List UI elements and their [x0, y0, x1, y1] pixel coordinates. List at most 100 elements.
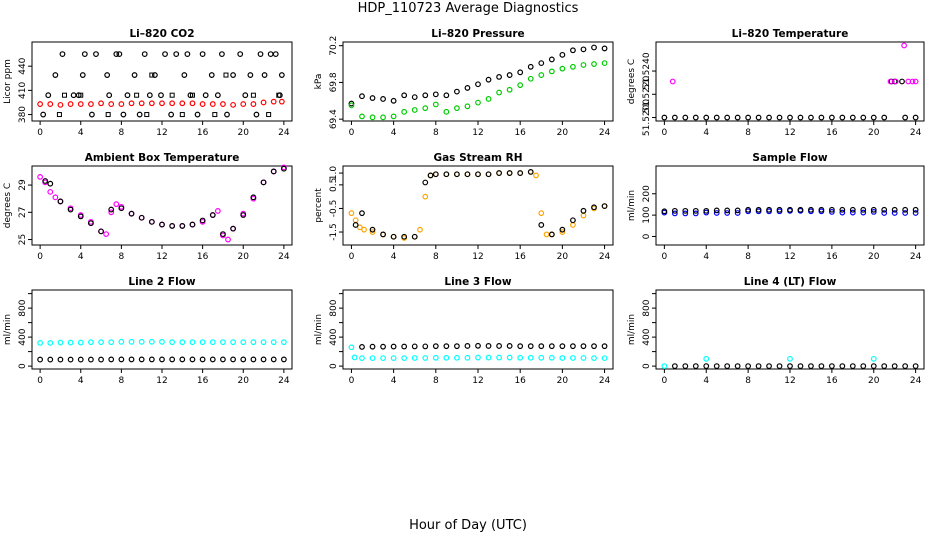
x-tick-label: 12	[784, 128, 795, 138]
data-point	[209, 356, 216, 363]
x-tick-label: 8	[433, 128, 439, 138]
plot-frame	[655, 165, 925, 246]
x-tick-label: 4	[391, 376, 397, 386]
data-point	[682, 207, 689, 214]
data-point	[52, 194, 59, 201]
data-point	[475, 171, 481, 178]
data-point	[745, 114, 752, 121]
data-point	[250, 194, 257, 201]
data-point	[543, 231, 550, 238]
data-point	[220, 339, 226, 346]
x-tick-label: 0	[349, 376, 355, 386]
y-tick-label: 200	[642, 185, 652, 202]
data-point	[390, 97, 397, 104]
data-point	[113, 51, 120, 57]
data-point	[601, 355, 608, 362]
data-point	[891, 363, 898, 370]
x-tick-label: 0	[662, 252, 668, 262]
data-point	[134, 92, 140, 98]
x-tick-label: 8	[433, 376, 439, 386]
data-point	[230, 72, 236, 78]
x-tick-label: 12	[156, 128, 167, 138]
data-point	[56, 112, 62, 118]
data-point	[260, 339, 267, 346]
data-point	[240, 356, 247, 363]
data-point	[870, 363, 877, 370]
data-point	[559, 226, 566, 233]
x-tick-label: 0	[662, 128, 668, 138]
panel-pressure: Li–820 Pressure kPa 0 4 8 12 16 20 24 69.4 69.8 70.…	[314, 28, 614, 138]
data-point	[724, 114, 731, 121]
data-point	[506, 86, 513, 93]
data-point	[496, 74, 502, 80]
y-tick-label: 29	[18, 179, 28, 191]
data-point	[159, 100, 165, 107]
data-point	[199, 51, 206, 57]
data-point	[78, 92, 84, 98]
x-tick-label: 24	[910, 128, 922, 138]
data-point	[136, 111, 143, 118]
panel-title: Line 2 Flow	[128, 276, 195, 288]
y-tick-label: 25	[18, 234, 28, 245]
series-0	[348, 344, 608, 362]
data-point	[401, 343, 408, 350]
data-point	[533, 172, 539, 179]
data-point	[369, 229, 376, 235]
series-2	[37, 98, 285, 108]
data-point	[506, 343, 513, 349]
data-point	[352, 217, 359, 224]
plot-frame	[342, 165, 614, 246]
data-point	[67, 206, 74, 213]
data-point	[390, 355, 397, 362]
data-point	[276, 92, 282, 98]
data-point	[81, 51, 88, 57]
panel-title: Line 3 Flow	[444, 276, 511, 288]
data-point	[570, 355, 576, 361]
data-point	[181, 72, 188, 78]
data-point	[443, 171, 450, 178]
x-tick-label: 8	[745, 252, 751, 262]
x-tick-label: 0	[37, 376, 43, 386]
series-1	[661, 206, 919, 215]
panel-title: Gas Stream RH	[433, 152, 522, 164]
panel-ylabel: ml/min	[627, 314, 637, 345]
data-point	[212, 112, 218, 118]
data-point	[432, 171, 439, 178]
data-point	[67, 356, 74, 363]
data-point	[120, 111, 127, 118]
data-point	[199, 356, 206, 363]
panel-ylabel: ml/min	[627, 190, 637, 221]
data-point	[189, 100, 196, 107]
series-1	[669, 42, 919, 85]
data-point	[755, 114, 762, 121]
data-point	[839, 209, 846, 216]
y-tick-label: 800	[329, 299, 339, 316]
panel-ylabel: Licor ppm	[3, 59, 13, 104]
x-tick-label: 12	[784, 376, 795, 386]
data-point	[892, 78, 899, 85]
data-point	[159, 221, 165, 228]
data-point	[98, 339, 104, 346]
data-point	[37, 340, 44, 346]
data-point	[692, 363, 699, 370]
x-tick-label: 4	[703, 376, 709, 386]
data-point	[454, 343, 460, 350]
data-point	[189, 339, 196, 346]
data-point	[103, 231, 110, 238]
data-point	[912, 78, 919, 85]
data-point	[591, 204, 597, 211]
y-tick-label: 440	[18, 57, 28, 74]
data-point	[517, 354, 524, 361]
x-tick-label: 24	[278, 252, 290, 262]
data-point	[724, 210, 731, 216]
data-point	[766, 363, 772, 370]
data-point	[128, 210, 135, 217]
data-point	[223, 72, 229, 78]
data-point	[348, 344, 355, 351]
data-point	[214, 92, 221, 99]
data-point	[189, 356, 196, 363]
data-point	[849, 209, 856, 216]
data-point	[601, 60, 608, 67]
data-point	[194, 111, 201, 118]
